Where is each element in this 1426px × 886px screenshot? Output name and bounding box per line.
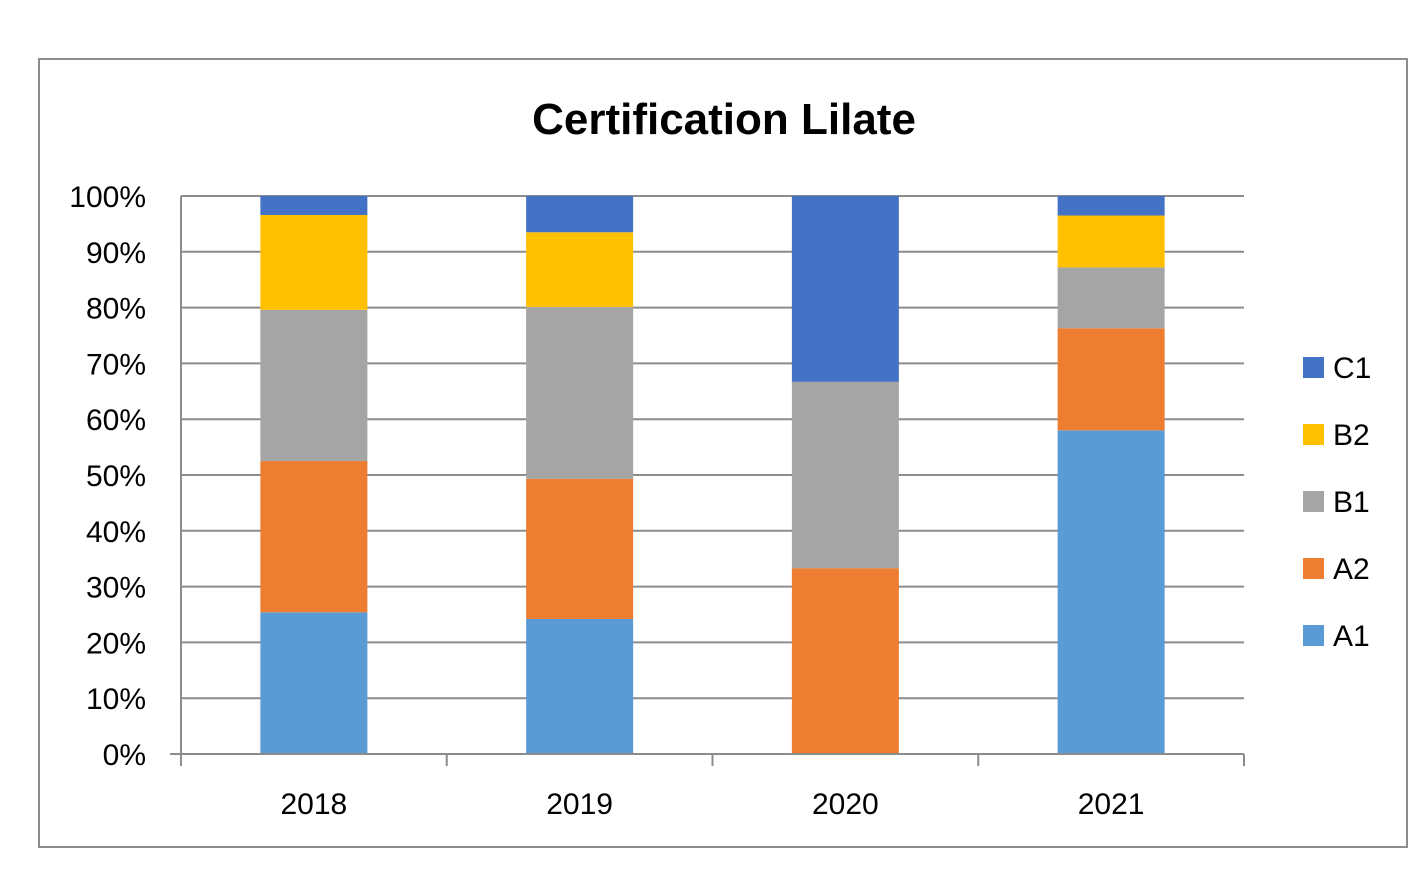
y-tick-label: 50% (86, 460, 146, 493)
bar-segment-a1-2018 (260, 612, 368, 754)
y-tick-label: 90% (86, 237, 146, 270)
bar-segment-c1-2020 (791, 196, 899, 382)
legend: C1 B2 B1 A2 A1 (1303, 352, 1371, 653)
y-tick-label: 40% (86, 516, 146, 549)
bar-segment-a2-2018 (260, 461, 368, 613)
axes: 0% 10% 20% 30% 40% 50% 60% 70% 80% 90% 100% 2018 201… (69, 181, 1245, 821)
legend-label-c1: C1 (1333, 352, 1371, 385)
legend-swatch-a2 (1303, 558, 1324, 579)
legend-swatch-b1 (1303, 491, 1324, 512)
bar-segment-b1-2021 (1057, 267, 1165, 329)
bar-segment-c1-2018 (260, 196, 368, 215)
y-tick-label: 20% (86, 627, 146, 660)
bar-segment-a1-2021 (1057, 430, 1165, 754)
y-tick-label: 60% (86, 404, 146, 437)
bar-segment-b2-2021 (1057, 215, 1165, 268)
x-tick-label: 2018 (281, 788, 348, 821)
x-tick-label: 2019 (546, 788, 613, 821)
bar-segment-c1-2019 (526, 196, 634, 233)
legend-label-a1: A1 (1333, 620, 1370, 653)
bar-segment-a1-2019 (526, 618, 634, 754)
y-tick-label: 30% (86, 572, 146, 605)
legend-label-b2: B2 (1333, 419, 1370, 452)
bars (260, 196, 1165, 754)
y-tick-label: 10% (86, 683, 146, 716)
bar-segment-b1-2020 (791, 381, 899, 569)
bar-segment-a2-2019 (526, 478, 634, 619)
legend-swatch-b2 (1303, 424, 1324, 445)
legend-label-a2: A2 (1333, 553, 1370, 586)
y-tick-label: 70% (86, 348, 146, 381)
bar-segment-a2-2020 (791, 568, 899, 754)
y-tick-label: 0% (103, 739, 146, 772)
y-tick-label: 100% (69, 181, 146, 214)
bar-segment-b2-2018 (260, 214, 368, 310)
bar-segment-b1-2018 (260, 309, 368, 462)
bar-segment-a2-2021 (1057, 328, 1165, 431)
bar-segment-b2-2019 (526, 232, 634, 308)
legend-swatch-c1 (1303, 357, 1324, 378)
y-tick-label: 80% (86, 293, 146, 326)
legend-swatch-a1 (1303, 625, 1324, 646)
x-tick-label: 2021 (1078, 788, 1145, 821)
bar-segment-b1-2019 (526, 307, 634, 479)
legend-label-b1: B1 (1333, 486, 1370, 519)
chart-title: Certification Lilate (532, 95, 916, 144)
bar-segment-c1-2021 (1057, 196, 1165, 216)
x-tick-label: 2020 (812, 788, 879, 821)
